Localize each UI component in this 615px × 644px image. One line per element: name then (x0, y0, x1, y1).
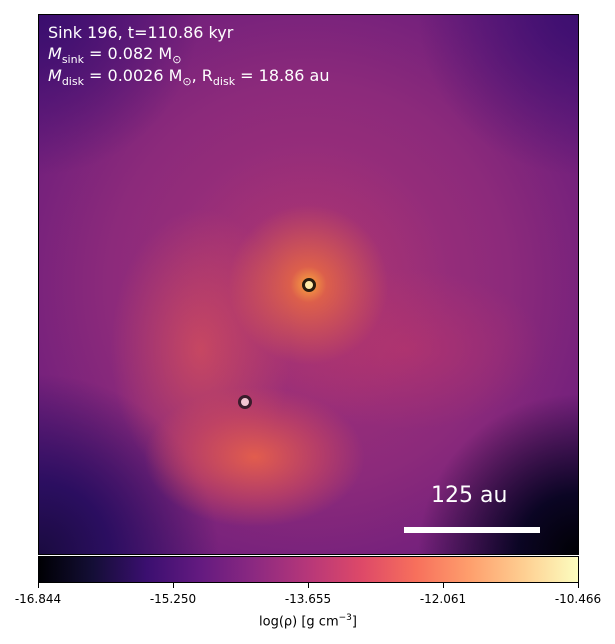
colorbar (38, 556, 579, 583)
colorbar-tick (578, 583, 579, 588)
colorbar-tick-label: -16.844 (14, 592, 62, 606)
colorbar-tick (443, 583, 444, 588)
colorbar-tick-label: -12.061 (419, 592, 467, 606)
sink-marker-primary (302, 278, 316, 292)
colorbar-tick (173, 583, 174, 588)
colorbar-label: log(ρ) [g cm−3] (259, 613, 357, 630)
scale-bar (404, 527, 540, 533)
sink-mass-label: Msink = 0.082 M⊙ (48, 44, 182, 67)
scale-bar-label: 125 au (431, 483, 508, 508)
sink-marker-secondary (238, 395, 252, 409)
colorbar-tick (38, 583, 39, 588)
sink-title: Sink 196, t=110.86 kyr (48, 23, 234, 42)
colorbar-tick (308, 583, 309, 588)
density-map: Sink 196, t=110.86 kyr Msink = 0.082 M⊙ … (38, 14, 579, 555)
disk-properties-label: Mdisk = 0.0026 M⊙, Rdisk = 18.86 au (48, 66, 330, 89)
colorbar-tick-label: -15.250 (149, 592, 197, 606)
colorbar-tick-label: -10.466 (554, 592, 602, 606)
colorbar-tick-label: -13.655 (284, 592, 332, 606)
